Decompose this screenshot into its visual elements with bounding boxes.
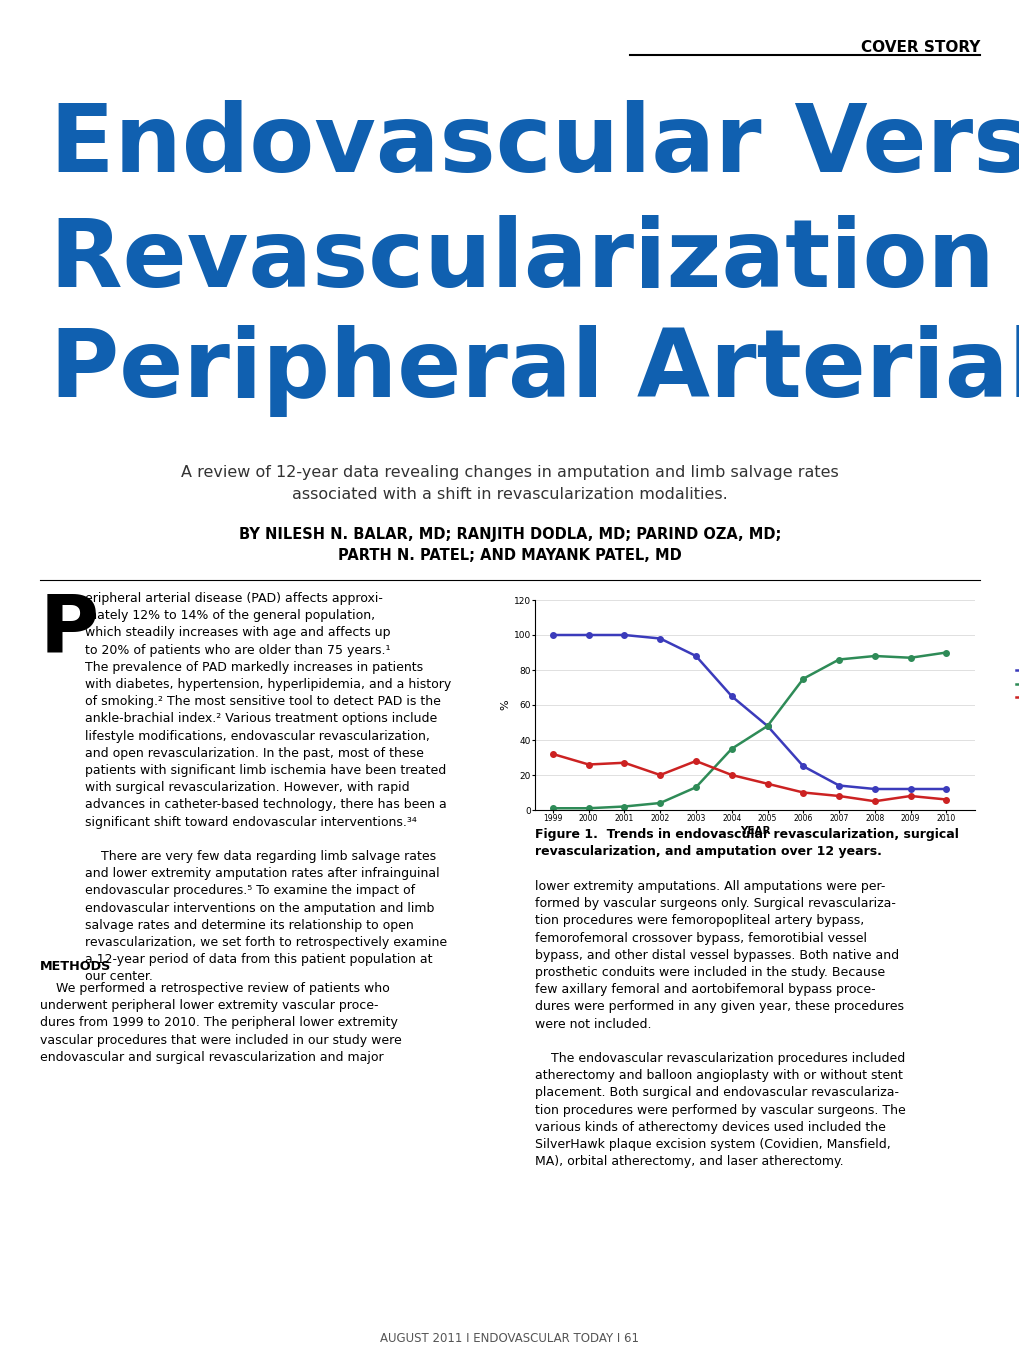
Amputations — [797, 784, 809, 800]
Endovascular — [653, 795, 665, 811]
Amputations — [725, 767, 737, 784]
Amputations — [904, 788, 916, 804]
Endovascular — [760, 718, 772, 734]
Endovascular — [582, 800, 594, 817]
Endovascular — [868, 648, 880, 664]
Line: Open: Open — [549, 632, 949, 792]
Y-axis label: %: % — [500, 700, 511, 710]
Text: Peripheral Arterial Disease: Peripheral Arterial Disease — [50, 325, 1019, 416]
X-axis label: YEAR: YEAR — [739, 826, 769, 836]
Text: A review of 12-year data revealing changes in amputation and limb salvage rates: A review of 12-year data revealing chang… — [181, 464, 838, 479]
Open — [940, 781, 952, 797]
Amputations — [618, 755, 630, 771]
Amputations — [582, 756, 594, 773]
Text: eripheral arterial disease (PAD) affects approxi-
mately 12% to 14% of the gener: eripheral arterial disease (PAD) affects… — [85, 592, 450, 984]
Line: Amputations: Amputations — [549, 751, 949, 804]
Line: Endovascular: Endovascular — [549, 649, 949, 811]
Endovascular — [797, 670, 809, 686]
Endovascular — [618, 799, 630, 815]
Text: lower extremity amputations. All amputations were per-
formed by vascular surgeo: lower extremity amputations. All amputat… — [535, 880, 905, 1169]
Text: AUGUST 2011 I ENDOVASCULAR TODAY I 61: AUGUST 2011 I ENDOVASCULAR TODAY I 61 — [380, 1332, 639, 1345]
Endovascular — [904, 649, 916, 666]
Endovascular — [833, 651, 845, 667]
Open — [833, 777, 845, 793]
Amputations — [940, 792, 952, 808]
Text: Revascularization for: Revascularization for — [50, 215, 1019, 307]
Text: We performed a retrospective review of patients who
underwent peripheral lower e: We performed a retrospective review of p… — [40, 982, 401, 1063]
Text: METHODS: METHODS — [40, 960, 111, 973]
Open — [797, 758, 809, 774]
Text: P: P — [40, 590, 99, 669]
Text: Endovascular Versus Open: Endovascular Versus Open — [50, 100, 1019, 192]
Open — [904, 781, 916, 797]
Legend: Open, Endovascular, Amputations: Open, Endovascular, Amputations — [1012, 663, 1019, 706]
Open — [760, 718, 772, 734]
Amputations — [833, 788, 845, 804]
Open — [725, 688, 737, 704]
Open — [582, 627, 594, 644]
Amputations — [689, 752, 701, 769]
Text: associated with a shift in revascularization modalities.: associated with a shift in revasculariza… — [291, 486, 728, 501]
Open — [653, 630, 665, 647]
Text: COVER STORY: COVER STORY — [860, 40, 979, 55]
Open — [546, 627, 558, 644]
Amputations — [760, 775, 772, 792]
Amputations — [868, 793, 880, 810]
Endovascular — [940, 644, 952, 660]
Text: BY NILESH N. BALAR, MD; RANJITH DODLA, MD; PARIND OZA, MD;: BY NILESH N. BALAR, MD; RANJITH DODLA, M… — [238, 527, 781, 543]
Amputations — [546, 745, 558, 762]
Open — [618, 627, 630, 644]
Endovascular — [725, 741, 737, 758]
Open — [868, 781, 880, 797]
Open — [689, 648, 701, 664]
Endovascular — [546, 800, 558, 817]
Endovascular — [689, 780, 701, 796]
Text: Figure 1.  Trends in endovascular revascularization, surgical
revascularization,: Figure 1. Trends in endovascular revascu… — [535, 827, 958, 858]
Text: PARTH N. PATEL; AND MAYANK PATEL, MD: PARTH N. PATEL; AND MAYANK PATEL, MD — [337, 548, 682, 563]
Amputations — [653, 767, 665, 784]
